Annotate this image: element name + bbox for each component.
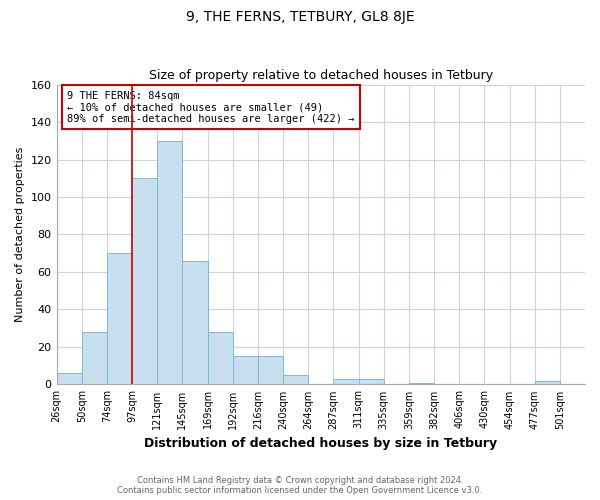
Bar <box>107 253 132 384</box>
Bar <box>157 141 182 384</box>
Title: Size of property relative to detached houses in Tetbury: Size of property relative to detached ho… <box>149 69 493 82</box>
Y-axis label: Number of detached properties: Number of detached properties <box>15 147 25 322</box>
Bar <box>233 356 258 384</box>
Bar <box>359 379 383 384</box>
Bar <box>258 356 283 384</box>
Bar <box>409 382 434 384</box>
Text: 9, THE FERNS, TETBURY, GL8 8JE: 9, THE FERNS, TETBURY, GL8 8JE <box>185 10 415 24</box>
Bar <box>182 260 208 384</box>
Bar <box>132 178 157 384</box>
X-axis label: Distribution of detached houses by size in Tetbury: Distribution of detached houses by size … <box>144 437 497 450</box>
Text: 9 THE FERNS: 84sqm
← 10% of detached houses are smaller (49)
89% of semi-detache: 9 THE FERNS: 84sqm ← 10% of detached hou… <box>67 90 355 124</box>
Bar <box>334 379 359 384</box>
Text: Contains HM Land Registry data © Crown copyright and database right 2024.
Contai: Contains HM Land Registry data © Crown c… <box>118 476 482 495</box>
Bar <box>56 373 82 384</box>
Bar <box>535 380 560 384</box>
Bar <box>82 332 107 384</box>
Bar <box>208 332 233 384</box>
Bar <box>283 375 308 384</box>
